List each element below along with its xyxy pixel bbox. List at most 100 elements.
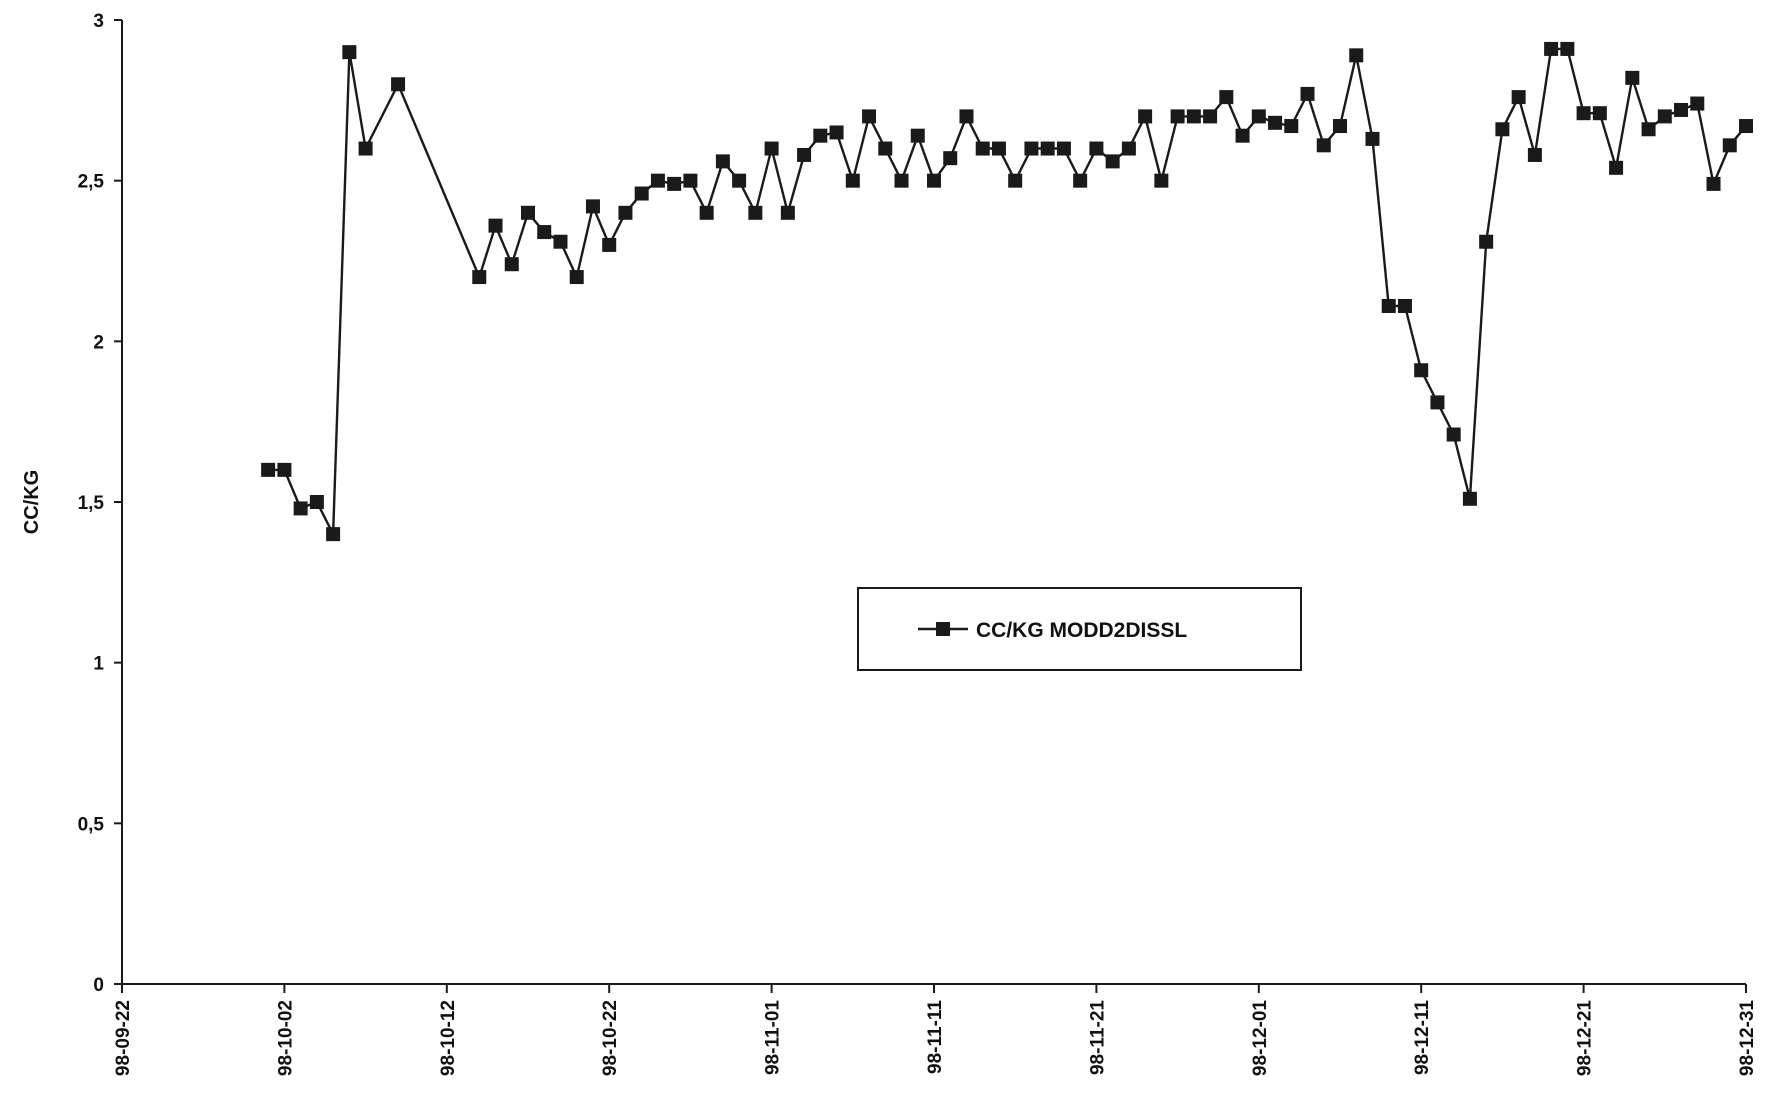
data-point <box>878 141 893 156</box>
data-point <box>1219 90 1234 105</box>
x-tick-label: 98-10-12 <box>438 1000 459 1076</box>
data-point <box>862 109 877 124</box>
data-point <box>1609 160 1624 175</box>
data-point <box>1349 48 1364 63</box>
data-point <box>1527 147 1542 162</box>
data-point <box>650 173 665 188</box>
data-point <box>1674 102 1689 117</box>
data-point <box>894 173 909 188</box>
data-point <box>1446 427 1461 442</box>
data-point <box>585 199 600 214</box>
data-point <box>1121 141 1136 156</box>
chart-axes <box>121 20 1746 985</box>
data-point <box>748 205 763 220</box>
x-tick-label: 98-11-21 <box>1087 1000 1108 1075</box>
data-point <box>1008 173 1023 188</box>
data-point <box>602 237 617 252</box>
data-point <box>1462 491 1477 506</box>
data-point <box>1430 395 1445 410</box>
data-point <box>1690 96 1705 111</box>
data-point <box>391 77 406 92</box>
data-point <box>342 45 357 60</box>
y-tick-label: 3 <box>93 11 104 32</box>
data-point <box>1203 109 1218 124</box>
data-point <box>1625 70 1640 85</box>
series-line <box>268 47 1747 536</box>
data-point <box>1576 106 1591 121</box>
legend: CC/KG MODD2DISSL <box>857 587 1302 671</box>
data-point <box>1154 173 1169 188</box>
data-point <box>813 128 828 143</box>
data-point <box>715 154 730 169</box>
data-point <box>1024 141 1039 156</box>
data-point <box>634 186 649 201</box>
data-point <box>943 151 958 166</box>
data-point <box>1722 138 1737 153</box>
data-point <box>1040 141 1055 156</box>
data-point <box>1592 106 1607 121</box>
y-tick-label: 0,5 <box>78 814 105 835</box>
data-point <box>1333 119 1347 134</box>
data-point <box>1300 86 1315 101</box>
data-point <box>991 141 1006 156</box>
data-point <box>1268 115 1283 130</box>
data-point <box>780 205 795 220</box>
data-point <box>845 173 860 188</box>
data-point <box>1560 41 1575 56</box>
x-tick-label: 98-10-22 <box>600 1000 621 1076</box>
data-point <box>910 128 925 143</box>
data-point <box>1073 173 1088 188</box>
data-point <box>683 173 698 188</box>
y-axis-title: CC/KG <box>21 470 43 534</box>
data-point <box>1657 109 1672 124</box>
data-point <box>309 495 324 509</box>
data-point <box>1381 298 1396 313</box>
data-point <box>1316 138 1331 153</box>
data-point <box>797 147 812 162</box>
data-point <box>618 205 633 220</box>
data-point <box>1138 109 1153 124</box>
data-point <box>699 205 714 220</box>
x-tick-label: 98-09-22 <box>113 1000 134 1076</box>
data-point <box>1397 298 1412 313</box>
data-point <box>667 176 682 191</box>
data-point <box>1105 154 1120 169</box>
data-point <box>1284 119 1299 134</box>
data-point <box>504 257 519 272</box>
x-tick-label: 98-12-11 <box>1412 1000 1433 1075</box>
data-point <box>521 205 535 220</box>
data-point <box>1641 122 1656 137</box>
data-point <box>358 141 373 156</box>
data-point <box>326 527 341 542</box>
data-point <box>569 270 584 285</box>
x-axis-ticks: 98-09-22 98-10-02 98-10-12 98-10-22 98-11-01… <box>113 984 1758 1076</box>
data-point <box>829 125 844 140</box>
data-point <box>1056 141 1071 156</box>
data-point <box>1706 176 1721 191</box>
data-point <box>1365 131 1380 146</box>
data-point <box>1544 41 1559 56</box>
data-point <box>1170 109 1185 124</box>
data-point <box>277 462 292 477</box>
data-point <box>293 501 308 516</box>
x-tick-label: 98-11-11 <box>925 1000 946 1074</box>
legend-label: CC/KG MODD2DISSL <box>976 619 1187 642</box>
data-point <box>472 270 487 285</box>
y-tick-label: 1 <box>93 654 104 675</box>
data-point <box>732 173 747 188</box>
data-point <box>764 141 779 156</box>
data-point <box>1414 363 1429 378</box>
series-layer <box>261 41 1753 542</box>
data-point <box>975 141 990 156</box>
data-point <box>1739 119 1753 134</box>
y-tick-label: 2 <box>93 332 104 353</box>
data-point <box>488 218 503 233</box>
x-tick-label: 98-11-01 <box>763 1000 784 1075</box>
y-tick-label: 0 <box>93 975 104 996</box>
data-point <box>1235 128 1250 143</box>
y-tick-label: 2,5 <box>78 172 105 193</box>
data-point <box>537 225 552 240</box>
data-point <box>1089 141 1104 156</box>
data-point <box>1479 234 1494 249</box>
data-point <box>927 173 941 188</box>
